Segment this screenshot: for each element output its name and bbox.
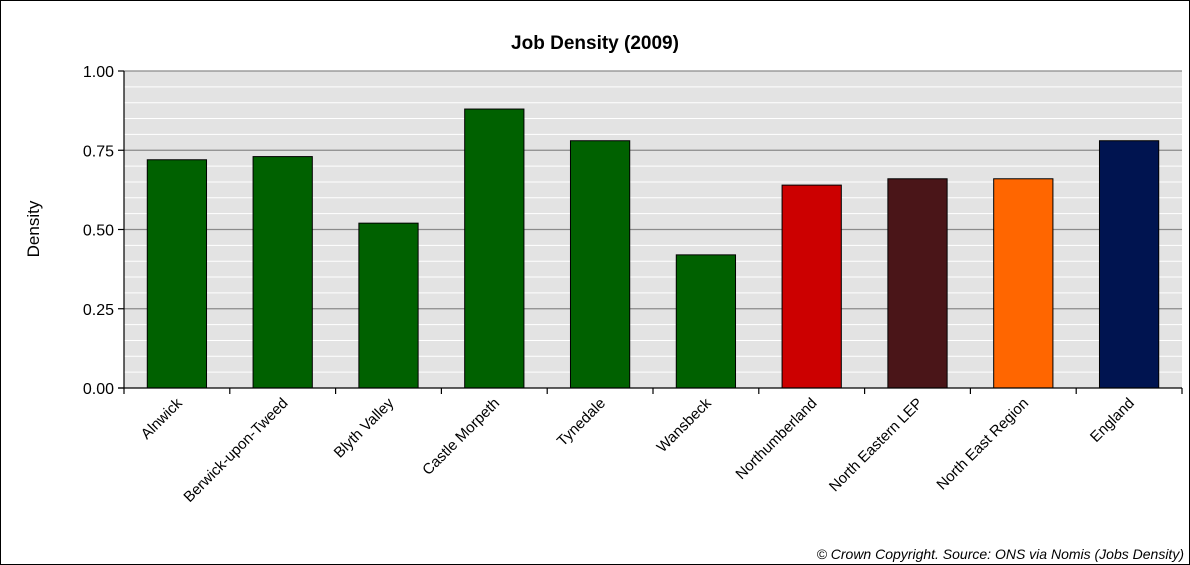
x-tick-label: North East Region [933, 395, 1032, 494]
bar-berwick-upon-tweed [252, 156, 313, 389]
y-tick-label: 1.00 [83, 64, 114, 81]
y-axis-label: Density [24, 200, 43, 257]
x-tick-label: Berwick-upon-Tweed [180, 395, 291, 506]
x-tick-label: North Eastern LEP [826, 395, 926, 495]
y-tick-label: 0.25 [83, 302, 114, 319]
bar-north-east-region [993, 178, 1054, 389]
axes [118, 70, 1183, 394]
chart-title: Job Density (2009) [511, 33, 679, 54]
x-tick-label: Tynedale [554, 395, 609, 450]
x-tick-label: Alnwick [138, 394, 186, 442]
bar-castle-morpeth [464, 108, 525, 389]
source-note: © Crown Copyright. Source: ONS via Nomis… [817, 546, 1184, 562]
y-tick-label: 0.50 [83, 223, 114, 240]
bar-wansbeck [675, 254, 737, 389]
x-tick-label: Wansbeck [654, 394, 715, 455]
y-tick-label: 0.75 [83, 143, 114, 160]
bar-england [1098, 140, 1160, 389]
bars [146, 108, 1160, 389]
bar-blyth-valley [358, 222, 419, 389]
bar-alnwick [146, 159, 208, 389]
x-tick-label: Northumberland [732, 395, 820, 483]
bar-tynedale [569, 140, 631, 389]
x-tick-label: England [1087, 395, 1138, 446]
bar-northumberland [781, 184, 842, 389]
y-tick-labels: 0.00 0.25 0.50 0.75 1.00 [83, 64, 114, 398]
x-tick-label: Blyth Valley [331, 394, 398, 461]
x-tick-label: Castle Morpeth [419, 395, 503, 479]
bar-north-eastern-lep [887, 178, 948, 389]
y-tick-label: 0.00 [83, 381, 114, 398]
